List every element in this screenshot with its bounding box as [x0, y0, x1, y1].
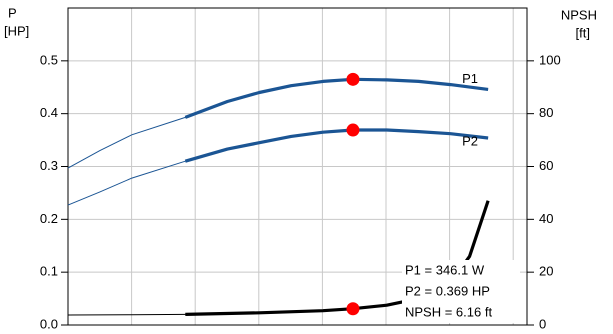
y2-tick-label: 40	[539, 211, 553, 226]
y2-axis-label: [ft]	[576, 25, 590, 40]
plot-frame	[67, 7, 528, 326]
annotation: NPSH = 6.16 ft	[405, 304, 492, 319]
curve	[67, 129, 489, 206]
operating-point	[346, 123, 360, 137]
y-axis-label: P	[8, 5, 17, 20]
y-axis-label: [HP]	[4, 23, 29, 38]
y-tick-label: 0.5	[40, 52, 58, 67]
series-label: P1	[462, 71, 478, 86]
series-label: P2	[462, 133, 478, 148]
curve	[67, 78, 489, 169]
y-tick-label: 0.3	[40, 158, 58, 173]
y-tick-label: 0.1	[40, 264, 58, 279]
annotation: P2 = 0.369 HP	[405, 283, 490, 298]
y2-tick-label: 60	[539, 158, 553, 173]
y2-tick-label: 100	[539, 52, 561, 67]
y-tick-label: 0.0	[40, 316, 58, 331]
annotation-box	[402, 260, 520, 323]
y2-tick-label: 20	[539, 264, 553, 279]
y-tick-label: 0.2	[40, 211, 58, 226]
annotation: P1 = 346.1 W	[405, 262, 485, 277]
operating-point	[346, 302, 360, 316]
y2-tick-label: 0	[539, 316, 546, 331]
y2-tick-label: 80	[539, 105, 553, 120]
y-tick-label: 0.4	[40, 105, 58, 120]
operating-point	[346, 72, 360, 86]
operating-range-curve	[184, 77, 489, 119]
operating-range-curve	[184, 128, 489, 163]
y2-axis-label: NPSH	[561, 7, 597, 22]
